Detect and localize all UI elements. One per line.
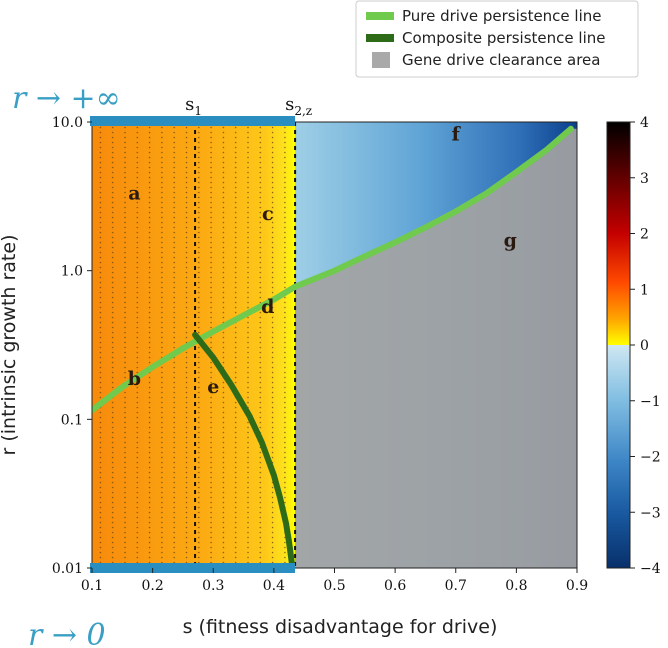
region-label-b: b <box>128 368 141 390</box>
composite-persistence-line <box>192 331 296 568</box>
colorbar-tick-label: 4 <box>640 115 649 131</box>
colorbar-tick-label: 2 <box>640 227 649 243</box>
y-axis-label: r (intrinsic growth rate) <box>0 235 20 456</box>
region-label-f: f <box>452 124 462 146</box>
vline-label-1: s1 <box>185 94 202 118</box>
region-label-a: a <box>128 183 140 205</box>
top-limit-label: r → +∞ <box>12 81 121 116</box>
x-tick-label: 0.8 <box>505 578 527 594</box>
x-tick-label: 0.4 <box>263 578 285 594</box>
y-tick-label: 0.1 <box>61 412 83 428</box>
region-label-c: c <box>262 203 274 225</box>
legend-entry-label: Pure drive persistence line <box>402 7 602 25</box>
x-tick-label: 0.1 <box>81 578 103 594</box>
x-tick-label: 0.7 <box>445 578 467 594</box>
y-tick-label: 10.0 <box>52 115 83 131</box>
legend-entry-label: Gene drive clearance area <box>402 51 600 69</box>
region-label-d: d <box>261 296 274 318</box>
legend-swatch-line <box>366 12 394 20</box>
region-label-e: e <box>207 376 219 398</box>
colorbar-tick-label: 3 <box>640 171 649 187</box>
x-tick-label: 0.9 <box>566 578 588 594</box>
region-label-g: g <box>504 230 517 252</box>
vline-label-2z: s2,z <box>285 94 312 118</box>
colorbar-tick-label: −3 <box>640 505 661 521</box>
colorbar-tick-label: −4 <box>640 561 661 577</box>
y-tick-label: 0.01 <box>52 561 83 577</box>
x-tick-label: 0.3 <box>202 578 224 594</box>
x-axis-label: s (fitness disadvantage for drive) <box>183 616 498 638</box>
legend: Pure drive persistence line Composite per… <box>355 0 639 78</box>
colorbar-tick-label: −1 <box>640 394 661 410</box>
colorbar-tick-label: 1 <box>640 282 649 298</box>
pure-drive-persistence-line <box>92 125 574 414</box>
legend-box <box>355 0 639 78</box>
colorbar-tick-label: −2 <box>640 450 661 466</box>
colorbar <box>606 121 631 569</box>
top-limit-bar <box>90 116 295 126</box>
legend-entry-label: Composite persistence line <box>402 29 605 47</box>
legend-swatch-area <box>372 52 390 68</box>
x-tick-label: 0.2 <box>141 578 163 594</box>
x-tick-label: 0.6 <box>384 578 406 594</box>
legend-swatch-line <box>366 34 394 42</box>
x-tick-label: 0.5 <box>323 578 345 594</box>
bottom-limit-bar <box>90 563 295 573</box>
bottom-limit-label: r → 0 <box>28 618 106 648</box>
y-tick-label: 1.0 <box>61 264 83 280</box>
colorbar-tick-label: 0 <box>640 338 649 354</box>
gene-drive-clearance-area <box>295 128 577 568</box>
